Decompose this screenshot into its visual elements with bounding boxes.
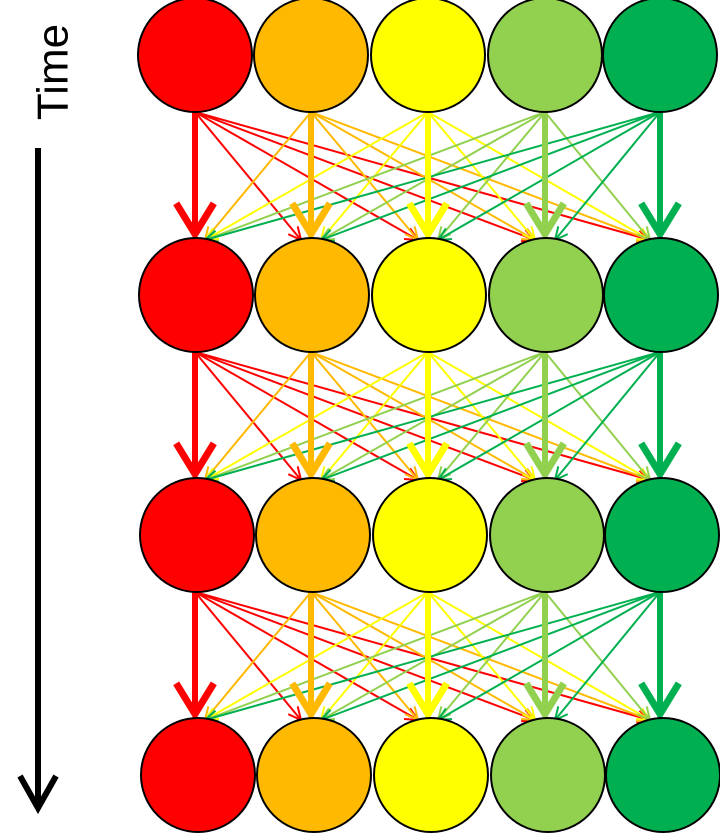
transition-line xyxy=(320,111,661,241)
transition-arrowhead xyxy=(523,681,567,721)
transition-line xyxy=(310,591,419,721)
state-node xyxy=(256,717,372,833)
transition-line xyxy=(437,111,661,241)
transition-line xyxy=(204,111,312,241)
transition-line xyxy=(310,351,536,481)
transition-arrowhead xyxy=(173,201,217,241)
transition-line xyxy=(437,591,661,721)
transition-line xyxy=(204,111,429,241)
transition-arrowhead xyxy=(638,681,682,721)
transition-line xyxy=(427,351,536,481)
transition-line xyxy=(204,351,661,481)
transition-arrowhead xyxy=(289,681,333,721)
transition-arrowhead xyxy=(289,201,333,241)
state-node xyxy=(253,0,369,113)
state-node xyxy=(139,477,255,593)
transition-line xyxy=(427,111,536,241)
transition-line xyxy=(544,351,651,481)
state-node xyxy=(140,717,256,833)
transition-line xyxy=(204,351,312,481)
transition-arrowhead xyxy=(406,441,450,481)
transition-line xyxy=(204,591,312,721)
state-node xyxy=(603,237,719,353)
state-node xyxy=(605,717,720,833)
state-node xyxy=(372,477,488,593)
transition-line xyxy=(204,111,546,241)
transition-line xyxy=(427,111,651,241)
transition-line xyxy=(427,591,536,721)
transition-arrowhead xyxy=(406,681,450,721)
transition-arrowhead xyxy=(289,441,333,481)
transition-arrowhead xyxy=(173,681,217,721)
transition-line xyxy=(427,351,651,481)
transition-line xyxy=(427,591,651,721)
transition-line xyxy=(554,111,661,241)
state-node xyxy=(488,237,604,353)
time-arrowhead xyxy=(17,774,59,815)
transition-line xyxy=(310,111,536,241)
transition-line xyxy=(194,591,419,721)
transition-line xyxy=(320,591,661,721)
transition-arrowhead xyxy=(523,201,567,241)
state-node xyxy=(137,0,253,113)
transition-line xyxy=(194,351,419,481)
transition-line xyxy=(544,111,651,241)
transition-arrowhead xyxy=(406,201,450,241)
transition-line xyxy=(204,591,546,721)
state-node xyxy=(255,477,371,593)
transition-line xyxy=(194,111,419,241)
state-node xyxy=(373,717,489,833)
transitions xyxy=(173,111,682,724)
transition-line xyxy=(310,111,419,241)
transition-line xyxy=(310,591,536,721)
state-node xyxy=(371,237,487,353)
state-node xyxy=(254,237,370,353)
transition-line xyxy=(204,351,546,481)
state-node xyxy=(489,477,605,593)
transition-arrowhead xyxy=(638,201,682,241)
transition-line xyxy=(204,111,661,241)
state-node xyxy=(602,0,718,113)
transition-line xyxy=(320,351,661,481)
transition-line xyxy=(554,351,661,481)
transition-line xyxy=(554,591,661,721)
state-node xyxy=(487,0,603,113)
transition-line xyxy=(544,591,651,721)
transition-arrowhead xyxy=(173,441,217,481)
state-node xyxy=(370,0,486,113)
transition-line xyxy=(310,351,419,481)
time-label: Time xyxy=(29,24,78,120)
state-node xyxy=(490,717,606,833)
transition-line xyxy=(204,591,429,721)
state-node xyxy=(138,237,254,353)
transition-arrowhead xyxy=(523,441,567,481)
state-node xyxy=(604,477,720,593)
transition-arrowhead xyxy=(638,441,682,481)
transition-line xyxy=(437,351,661,481)
transition-line xyxy=(204,591,661,721)
states xyxy=(137,0,720,833)
transition-line xyxy=(204,351,429,481)
